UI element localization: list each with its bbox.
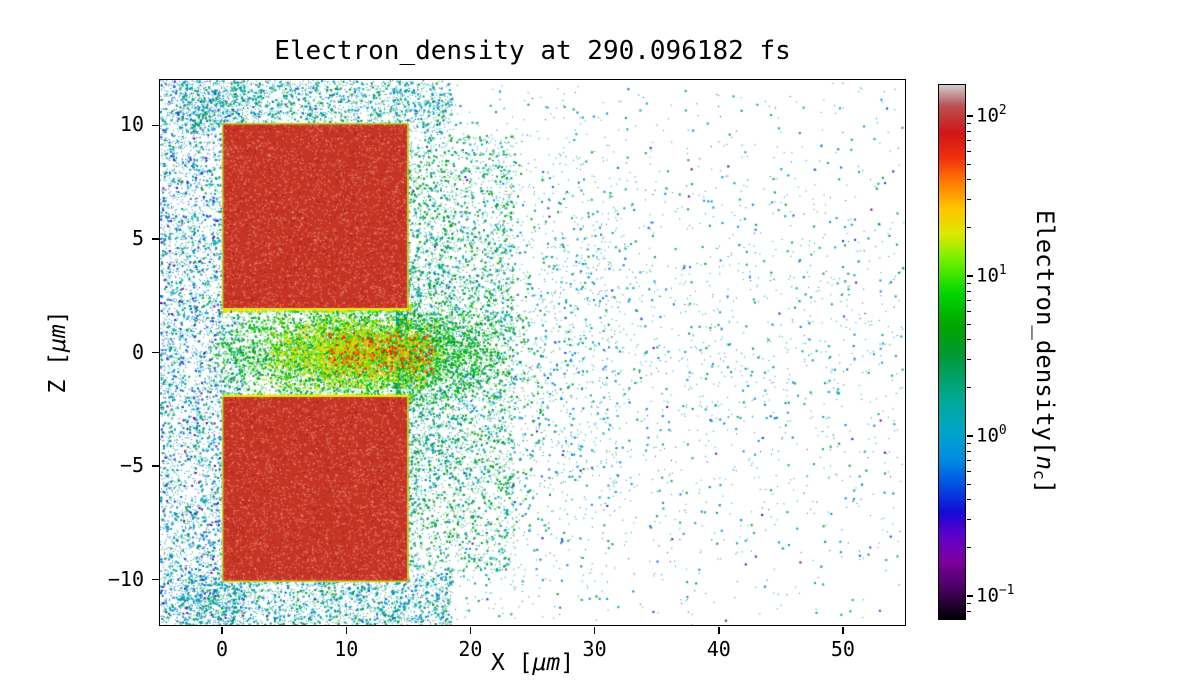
colorbar-minor-tick — [967, 339, 971, 341]
y-tick — [152, 465, 159, 467]
colorbar-tick-exp: 2 — [998, 103, 1007, 118]
colorbar-major-tick — [967, 275, 973, 277]
x-tick — [593, 627, 596, 634]
colorbar-label-sub: c — [1030, 469, 1049, 480]
y-tick — [152, 578, 159, 581]
colorbar-minor-tick — [967, 602, 971, 604]
colorbar-tick-exp: −1 — [998, 583, 1015, 598]
colorbar-minor-tick — [967, 547, 971, 549]
y-axis-label-close: ] — [45, 310, 71, 325]
chart-title: Electron_density at 290.096182 fs — [274, 36, 791, 66]
x-tick-label: 10 — [334, 637, 359, 661]
y-tick-label: 10 — [119, 112, 144, 137]
colorbar-minor-tick — [967, 611, 971, 612]
colorbar-minor-tick — [967, 460, 971, 462]
colorbar-label-text: Electron_density[ — [1030, 209, 1059, 456]
colorbar-tick-label: 100 — [976, 423, 1007, 446]
colorbar-minor-tick — [967, 199, 971, 201]
colorbar-minor-tick — [967, 179, 971, 181]
y-axis-label-text: Z [ — [45, 352, 71, 394]
colorbar-minor-tick — [967, 131, 971, 132]
colorbar-major-tick — [967, 435, 973, 437]
y-tick — [152, 238, 159, 240]
x-tick-label: 0 — [216, 637, 229, 661]
colorbar-minor-tick — [967, 451, 971, 452]
y-tick — [152, 124, 159, 127]
colorbar-minor-tick — [967, 359, 971, 361]
y-tick-label: −5 — [119, 453, 144, 478]
colorbar-minor-tick — [967, 323, 971, 325]
colorbar-major-tick — [967, 595, 973, 597]
colorbar-minor-tick — [967, 470, 971, 472]
x-tick — [718, 627, 720, 634]
colorbar-minor-tick — [967, 282, 971, 284]
y-axis-label: Z [μm] — [45, 310, 71, 393]
colorbar-minor-tick — [967, 227, 971, 229]
x-axis-label: X [μm] — [160, 650, 905, 676]
x-axis-unit: μm — [532, 650, 561, 676]
colorbar-tick-label: 102 — [976, 103, 1007, 126]
x-tick-label: 50 — [830, 637, 855, 661]
colorbar-minor-tick — [967, 291, 971, 292]
colorbar-tick-label: 10−1 — [976, 583, 1014, 606]
colorbar-tick-label: 101 — [976, 263, 1007, 286]
colorbar-minor-tick — [967, 483, 971, 485]
colorbar-tick-base: 10 — [976, 264, 999, 287]
x-tick-label: 20 — [458, 637, 483, 661]
colorbar-tick-exp: 0 — [998, 423, 1007, 438]
colorbar-minor-tick — [967, 300, 971, 302]
colorbar-gradient — [939, 85, 965, 619]
colorbar-minor-tick — [967, 387, 971, 389]
y-tick-label: 0 — [131, 339, 144, 364]
colorbar-major-tick — [967, 115, 973, 117]
x-tick — [842, 627, 844, 634]
x-tick — [469, 627, 472, 634]
y-tick-label: −10 — [107, 566, 144, 591]
colorbar-label: Electron_density[nc] — [1030, 210, 1059, 494]
colorbar-minor-tick — [967, 140, 971, 142]
colorbar-tick-base: 10 — [976, 424, 999, 447]
colorbar-minor-tick — [967, 499, 971, 501]
y-tick — [152, 351, 159, 354]
x-tick-label: 40 — [706, 637, 731, 661]
x-tick-label: 30 — [582, 637, 607, 661]
colorbar-label-var: n — [1030, 455, 1059, 470]
x-tick — [221, 627, 223, 634]
colorbar-minor-tick — [967, 163, 971, 165]
colorbar-tick-base: 10 — [976, 104, 999, 127]
colorbar — [938, 84, 966, 620]
y-axis-unit: μm — [45, 324, 71, 353]
colorbar-tick-exp: 1 — [998, 263, 1007, 278]
heatmap-canvas — [160, 80, 905, 625]
x-axis-label-close: ] — [560, 650, 575, 676]
colorbar-minor-tick — [967, 519, 971, 521]
x-tick — [345, 627, 347, 634]
colorbar-tick-base: 10 — [976, 584, 999, 607]
colorbar-minor-tick — [967, 150, 971, 152]
colorbar-minor-tick — [967, 442, 971, 444]
colorbar-label-close: ] — [1030, 479, 1059, 495]
y-tick-label: 5 — [131, 225, 144, 250]
colorbar-minor-tick — [967, 310, 971, 312]
x-axis-label-text: X [ — [490, 650, 533, 676]
colorbar-minor-tick — [967, 122, 971, 124]
